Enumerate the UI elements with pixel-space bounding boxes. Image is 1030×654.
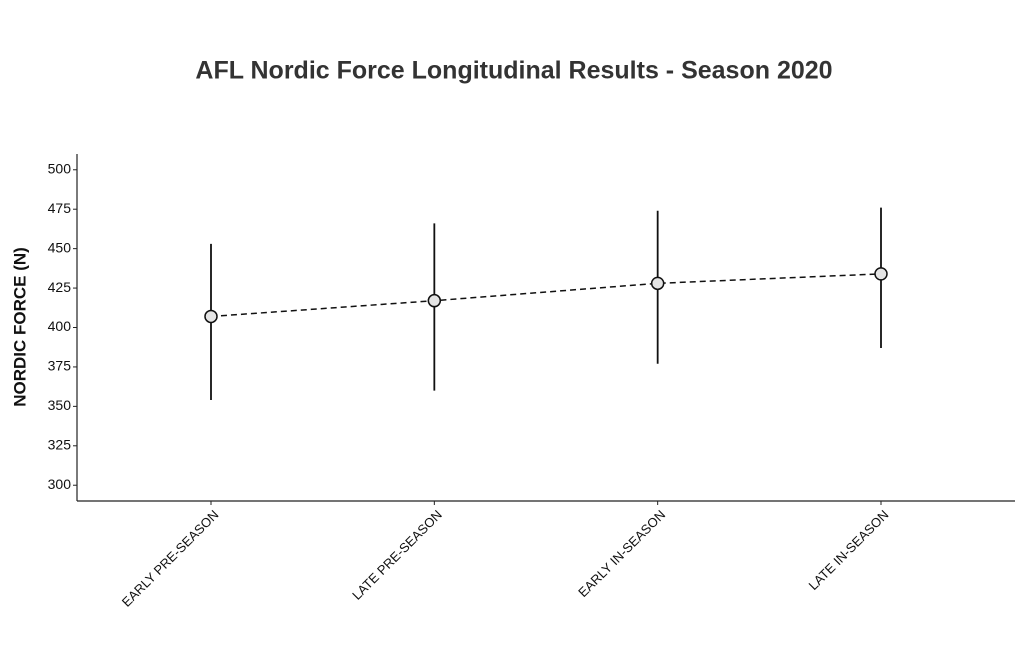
y-tick-label: 450 <box>48 239 72 255</box>
point <box>204 309 218 324</box>
y-tick-label: 475 <box>48 200 72 216</box>
y-tick-label: 325 <box>48 436 72 452</box>
y-tick-label: 300 <box>48 476 72 492</box>
x-tick-label: EARLY PRE-SEASON <box>119 507 222 610</box>
x-tick-label: EARLY IN-SEASON <box>575 507 668 600</box>
x-tick-label: LATE PRE-SEASON <box>349 507 445 603</box>
y-axis-label: NORDIC FORCE (N) <box>10 247 29 407</box>
y-tick-label: 350 <box>48 397 72 413</box>
trend-line <box>210 273 882 318</box>
point <box>874 267 888 281</box>
x-tick-label: LATE IN-SEASON <box>806 507 892 593</box>
point <box>650 276 665 291</box>
y-tick-label: 375 <box>48 358 72 374</box>
chart-title: AFL Nordic Force Longitudinal Results - … <box>195 57 832 85</box>
y-tick-label: 425 <box>48 279 72 295</box>
y-tick-label: 400 <box>48 318 72 334</box>
y-tick-label: 500 <box>48 160 72 176</box>
point <box>427 293 442 308</box>
